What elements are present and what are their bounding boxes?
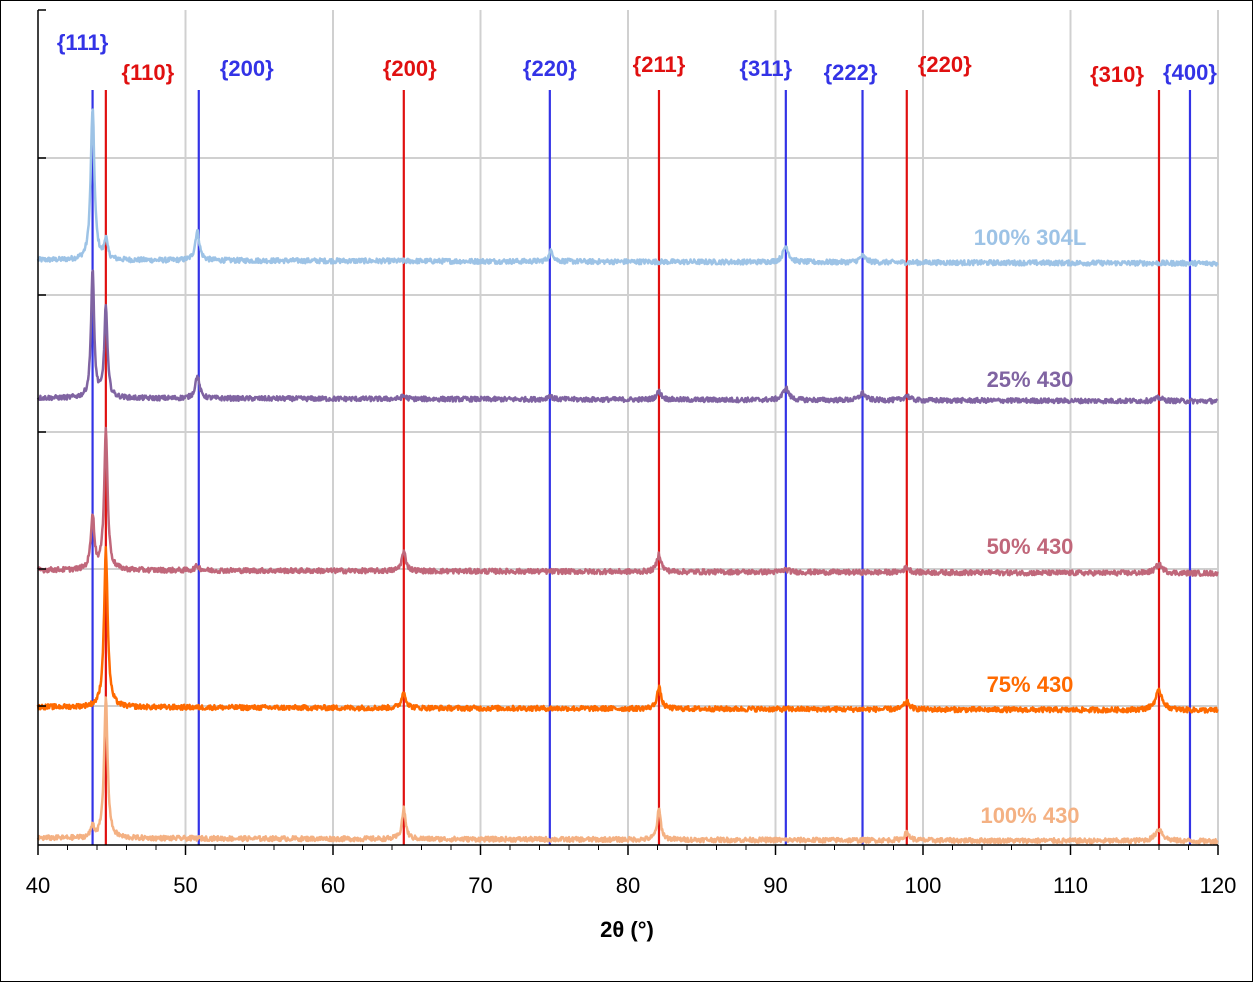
plane-label-bcc: {211} [633, 52, 686, 77]
x-tick-label: 50 [173, 873, 197, 898]
series-label: 50% 430 [987, 534, 1074, 559]
series-line [36, 269, 1219, 405]
x-tick-label: 80 [616, 873, 640, 898]
x-axis-title: 2θ (°) [600, 917, 654, 942]
plane-label-fcc: {200} [220, 56, 274, 81]
x-tick-label: 120 [1200, 873, 1237, 898]
series-traces [36, 108, 1219, 845]
series-line [36, 696, 1219, 845]
plane-label-bcc: {310} [1090, 62, 1144, 87]
series-line [36, 108, 1219, 268]
plane-label-fcc: {222} [824, 60, 878, 85]
series-label: 100% 304L [974, 225, 1087, 250]
axes: 40 50 60 70 80 90 100 110 120 [26, 9, 1237, 898]
labels: {111} {110} {200} {200} {220} {211} {311} {222}… [57, 30, 1217, 828]
series-label: 100% 430 [980, 803, 1079, 828]
plane-label-fcc: {220} [523, 56, 577, 81]
x-tick-label: 90 [763, 873, 787, 898]
plane-label-bcc: {200} [383, 56, 437, 81]
plane-label-bcc: {110} [122, 60, 175, 85]
series-label: 25% 430 [987, 367, 1074, 392]
plane-label-fcc: {111} [57, 30, 109, 55]
series-label: 75% 430 [987, 672, 1074, 697]
series-line [36, 426, 1219, 577]
reference-lines [91, 90, 1192, 845]
plane-label-fcc: {400} [1163, 60, 1217, 85]
x-tick-label: 110 [1053, 873, 1088, 898]
x-tick-label: 70 [468, 873, 492, 898]
plane-label-bcc: {220} [918, 52, 972, 77]
x-tick-label: 40 [26, 873, 50, 898]
plane-label-fcc: {311} [740, 56, 793, 81]
x-tick-label: 60 [321, 873, 345, 898]
x-tick-label: 100 [905, 873, 942, 898]
series-line [36, 546, 1219, 714]
